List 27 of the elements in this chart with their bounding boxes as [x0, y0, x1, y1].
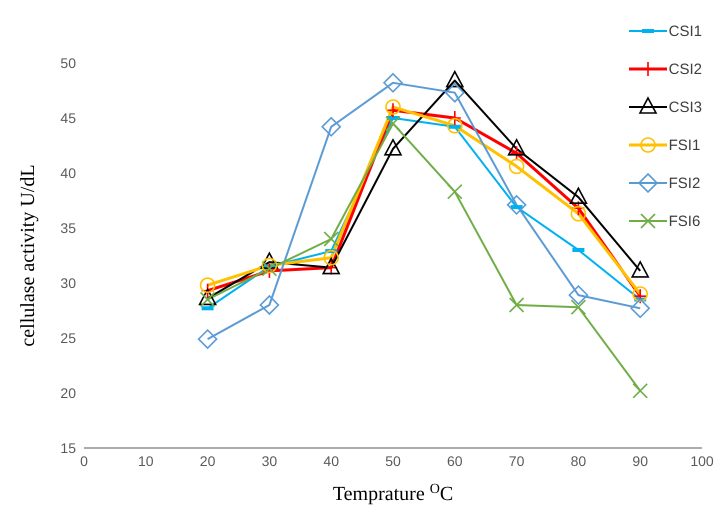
x-axis-title: Temprature $^{O}$C: [332, 482, 454, 505]
y-tick-label: 35: [60, 220, 76, 236]
legend-label: CSI1: [668, 22, 702, 40]
y-tick-label: 15: [60, 440, 76, 456]
x-tick-label: 30: [262, 452, 278, 469]
legend-label: FSI2: [668, 174, 700, 192]
x-tick-label: 80: [570, 452, 586, 469]
x-tick-label: 70: [508, 452, 525, 469]
x-tick-label: 0: [80, 452, 88, 469]
x-tick-label: 40: [323, 452, 340, 469]
y-axis-title: cellulase activity U/dL: [17, 164, 39, 347]
legend-label: CSI3: [668, 98, 702, 116]
y-tick-label: 20: [60, 384, 76, 401]
x-tick-label: 60: [447, 452, 463, 469]
y-tick-label: 25: [60, 330, 76, 346]
legend-label: FSI1: [668, 136, 700, 154]
legend-label: FSI6: [668, 212, 700, 230]
x-tick-label: 50: [385, 452, 401, 469]
y-tick-label: 50: [60, 54, 76, 71]
legend-label: CSI2: [668, 60, 702, 78]
x-tick-label: 10: [138, 452, 154, 469]
x-tick-label: 100: [690, 452, 714, 469]
y-tick-label: 30: [60, 274, 76, 291]
y-tick-label: 40: [60, 164, 76, 181]
y-tick-label: 45: [60, 110, 76, 126]
x-tick-label: 90: [632, 452, 648, 469]
x-tick-label: 20: [200, 452, 216, 469]
